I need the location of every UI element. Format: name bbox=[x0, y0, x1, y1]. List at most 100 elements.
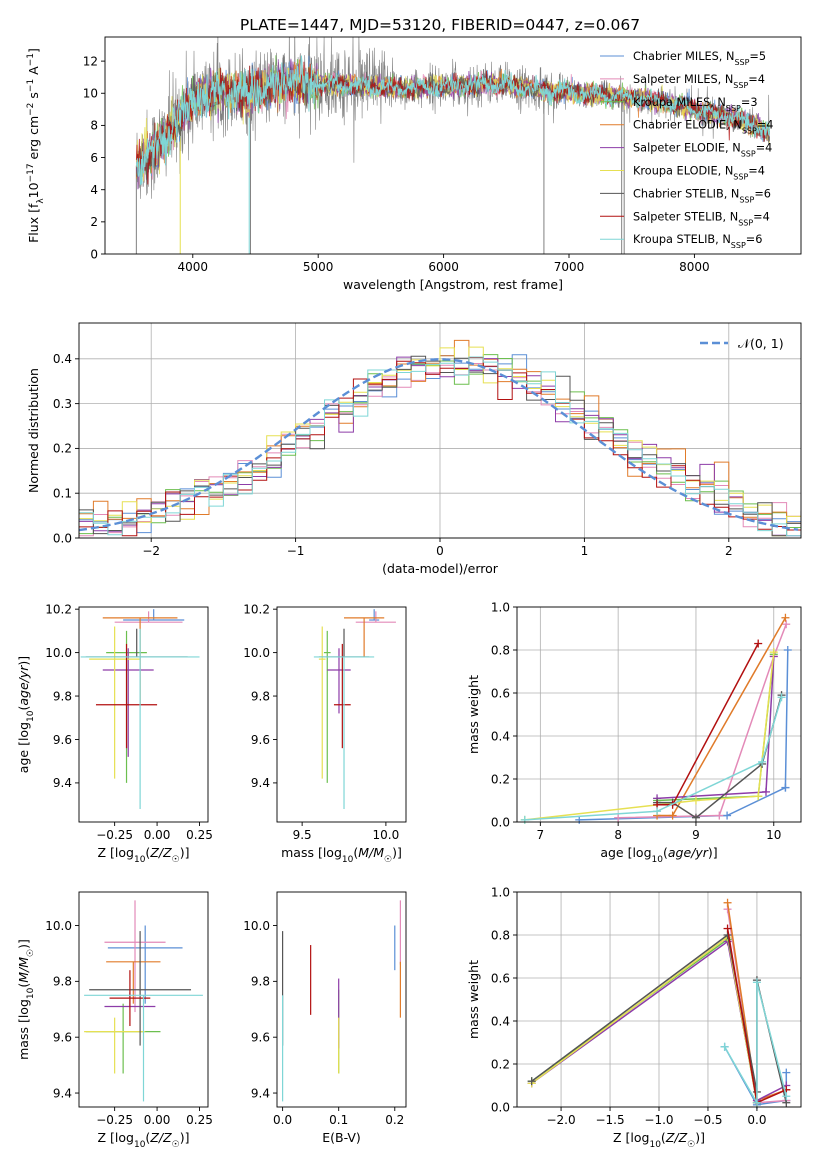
mass-weight-line bbox=[657, 656, 775, 800]
mass-weight-marker bbox=[723, 811, 732, 820]
mass-weight-marker bbox=[752, 1098, 761, 1107]
residual-histogram bbox=[79, 356, 801, 537]
mass-weight-marker bbox=[758, 757, 767, 766]
x-tick-label: 0.25 bbox=[186, 828, 213, 842]
mass-weight-marker bbox=[754, 639, 763, 648]
y-tick-label: 0.8 bbox=[491, 928, 510, 942]
y-axis-label: mass [log10(M/M☉)] bbox=[16, 939, 36, 1060]
y-tick-label: 0.4 bbox=[53, 352, 72, 366]
mass-weight-marker bbox=[691, 813, 700, 822]
x-tick-label: 0.00 bbox=[144, 828, 171, 842]
x-axis-label: Z [log10(Z/Z☉)] bbox=[97, 1130, 189, 1150]
x-tick-label: 0.00 bbox=[144, 1113, 171, 1127]
y-tick-label: 0.1 bbox=[53, 487, 72, 501]
mass-weight-line bbox=[524, 697, 783, 821]
mass-weight-marker bbox=[520, 815, 529, 824]
x-tick-label: 10 bbox=[766, 828, 781, 842]
y-tick-label: 0.6 bbox=[491, 686, 510, 700]
y-tick-label: 9.4 bbox=[53, 776, 72, 790]
x-axis-label: age [log10(age/yr)] bbox=[600, 845, 717, 865]
y-tick-label: 10.0 bbox=[243, 646, 270, 660]
y-tick-label: 10.0 bbox=[243, 919, 270, 933]
y-tick-label: 0.2 bbox=[491, 772, 510, 786]
legend-entry: Kroupa STELIB, NSSP=6 bbox=[633, 233, 762, 250]
x-tick-label: 0.25 bbox=[186, 1113, 213, 1127]
axes-frame bbox=[516, 606, 802, 823]
mass-weight-marker bbox=[720, 1042, 729, 1051]
mass-weight-marker bbox=[668, 811, 677, 820]
x-tick-label: 4000 bbox=[178, 260, 209, 274]
x-tick-label: 0.0 bbox=[747, 1113, 766, 1127]
x-tick-label: −0.25 bbox=[96, 1113, 133, 1127]
y-tick-label: 1.0 bbox=[491, 600, 510, 614]
x-axis-label: Z [log10(Z/Z☉)] bbox=[97, 845, 189, 865]
x-tick-label: 8 bbox=[614, 828, 622, 842]
y-axis-label: Flux [fλ10−17 erg cm−2 s−1 A−1] bbox=[26, 48, 46, 243]
weight-vs-age-panel: 7 8 9 10 0.0 0.2 0.4 0.6 0.8 1.0 age [log10(age/yr… bbox=[466, 600, 802, 865]
y-tick-label: 9.6 bbox=[53, 733, 72, 747]
legend-entry: Salpeter ELODIE, NSSP=4 bbox=[633, 142, 772, 159]
legend-entry: Chabrier MILES, NSSP=5 bbox=[633, 50, 766, 67]
legend-entry: Salpeter STELIB, NSSP=4 bbox=[633, 210, 770, 227]
legend-entry: Salpeter MILES, NSSP=4 bbox=[633, 73, 765, 90]
mass-weight-line bbox=[657, 654, 775, 802]
x-tick-label: 0.2 bbox=[385, 1113, 404, 1127]
legend-entry: 𝒩(0, 1) bbox=[738, 336, 784, 351]
mass-weight-line bbox=[524, 652, 775, 821]
x-tick-label: −0.5 bbox=[693, 1113, 722, 1127]
x-tick-label: 2 bbox=[725, 544, 733, 558]
y-tick-label: 0.3 bbox=[53, 397, 72, 411]
mass-weight-marker bbox=[769, 648, 778, 657]
y-tick-label: 1.0 bbox=[491, 885, 510, 899]
spectrum-panel: 4000 5000 6000 7000 8000 0 2 4 6 8 10 12 wavelength … bbox=[26, 36, 802, 292]
y-tick-label: 0.2 bbox=[491, 1057, 510, 1071]
x-axis-label: mass [log10(M/M☉)] bbox=[281, 845, 402, 865]
mass-weight-marker bbox=[723, 924, 732, 933]
mass-weight-line bbox=[723, 982, 788, 1106]
mass-weight-marker bbox=[723, 898, 732, 907]
y-tick-label: 0.4 bbox=[491, 1014, 510, 1028]
x-tick-label: 7 bbox=[537, 828, 545, 842]
model-spectrum bbox=[135, 55, 770, 186]
y-tick-label: 9.4 bbox=[53, 1086, 72, 1100]
y-tick-label: 10 bbox=[83, 87, 98, 101]
x-tick-label: 8000 bbox=[679, 260, 710, 274]
y-tick-label: 9.4 bbox=[251, 1086, 270, 1100]
mass-weight-marker bbox=[691, 796, 700, 805]
y-tick-label: 12 bbox=[83, 54, 98, 68]
axes-frame bbox=[104, 36, 802, 255]
x-tick-label: 10.0 bbox=[373, 828, 400, 842]
mass-vs-ebv-panel: 0.0 0.1 0.2 9.4 9.6 9.8 10.0 E(B-V) bbox=[243, 891, 407, 1145]
x-axis-label: E(B-V) bbox=[322, 1130, 361, 1145]
mass-weight-line bbox=[579, 649, 789, 821]
y-tick-label: 0.8 bbox=[491, 643, 510, 657]
legend-entry: Kroupa MILES, NSSP=3 bbox=[633, 96, 758, 113]
x-axis-label: (data-model)/error bbox=[382, 561, 499, 576]
y-tick-label: 2 bbox=[90, 215, 98, 229]
y-tick-label: 0.2 bbox=[53, 442, 72, 456]
mass-weight-line bbox=[618, 623, 787, 819]
mass-weight-marker bbox=[715, 811, 724, 820]
mass-weight-marker bbox=[781, 783, 790, 792]
age-vs-z-panel: −0.25 0.00 0.25 9.4 9.6 9.8 10.0 10.2 Z [log10(Z… bbox=[16, 602, 213, 865]
y-tick-label: 10.2 bbox=[45, 602, 72, 616]
mass-weight-marker bbox=[752, 978, 761, 987]
normal-curve bbox=[79, 358, 799, 532]
x-tick-label: −2.0 bbox=[546, 1113, 575, 1127]
residuals-panel: −2 −1 0 1 2 0.0 0.1 0.2 0.3 0.4 (data-model)/error… bbox=[26, 322, 802, 576]
y-axis-label: mass weight bbox=[466, 675, 481, 754]
x-tick-label: 1 bbox=[581, 544, 589, 558]
y-axis-label: age [log10(age/yr)] bbox=[16, 656, 36, 773]
mass-weight-marker bbox=[653, 807, 662, 816]
y-tick-label: 9.6 bbox=[53, 1030, 72, 1044]
mass-weight-line bbox=[531, 935, 758, 1103]
mass-weight-marker bbox=[782, 1092, 791, 1101]
mass-weight-marker bbox=[761, 787, 770, 796]
y-tick-label: 9.6 bbox=[251, 733, 270, 747]
mass-weight-marker bbox=[777, 693, 786, 702]
x-axis-label: wavelength [Angstrom, rest frame] bbox=[343, 277, 563, 292]
y-tick-label: 10.0 bbox=[45, 919, 72, 933]
x-tick-label: 9 bbox=[692, 828, 700, 842]
x-tick-label: −0.25 bbox=[96, 828, 133, 842]
